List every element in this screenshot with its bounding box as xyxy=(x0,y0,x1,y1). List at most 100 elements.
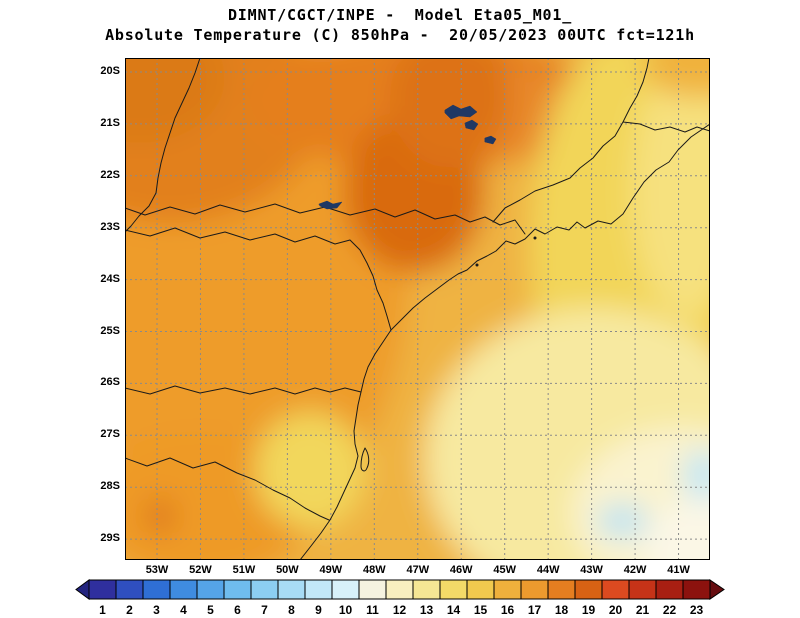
island-dot-1 xyxy=(533,236,537,240)
colorbar-segment-3 xyxy=(142,579,171,600)
temp-region-10c xyxy=(596,504,648,538)
colorbar-segment-9 xyxy=(304,579,333,600)
colorbar-value-1: 1 xyxy=(99,603,106,617)
parana-river xyxy=(125,58,201,233)
colorbar-segment-17 xyxy=(520,579,549,600)
lon-label-49W: 49W xyxy=(319,564,343,576)
colorbar-segment-19 xyxy=(574,579,603,600)
colorbar: 1 2 3 4 5 6 7 8 9 10 11 12 13 14 15 16 17 18 19 20 21 22 23 xyxy=(75,579,725,617)
lat-label-20S: 20S xyxy=(100,65,120,77)
reservoir-furnas xyxy=(444,104,478,120)
colorbar-value-9: 9 xyxy=(315,603,322,617)
temp-region-18c xyxy=(147,498,173,534)
colorbar-segment-10 xyxy=(331,579,360,600)
reservoir-small-1 xyxy=(464,119,479,131)
colorbar-segment-4 xyxy=(169,579,198,600)
map-frame xyxy=(125,58,710,560)
colorbar-segment-21 xyxy=(628,579,657,600)
colorbar-value-14: 14 xyxy=(447,603,461,617)
colorbar-segment-14 xyxy=(439,579,468,600)
lat-label-24S: 24S xyxy=(100,272,120,285)
colorbar-value-17: 17 xyxy=(528,603,542,617)
colorbar-segment-1 xyxy=(88,579,117,600)
lon-label-51W: 51W xyxy=(232,564,256,576)
colorbar-value-16: 16 xyxy=(501,603,515,617)
colorbar-value-6: 6 xyxy=(234,603,241,617)
temperature-field xyxy=(125,58,710,560)
coastline xyxy=(299,123,710,560)
temperature-map xyxy=(125,58,710,560)
colorbar-segment-13 xyxy=(412,579,441,600)
colorbar-arrow-left xyxy=(75,579,90,600)
lon-label-48W: 48W xyxy=(362,564,386,576)
state-border-mg-rj-es xyxy=(492,58,710,223)
colorbar-segment-20 xyxy=(601,579,630,600)
colorbar-value-19: 19 xyxy=(582,603,596,617)
colorbar-value-3: 3 xyxy=(153,603,160,617)
colorbar-segment-18 xyxy=(547,579,576,600)
colorbar-segment-2 xyxy=(115,579,144,600)
colorbar-value-7: 7 xyxy=(261,603,268,617)
lon-label-47W: 47W xyxy=(406,564,430,576)
state-border-sc-rs xyxy=(125,457,330,521)
colorbar-value-5: 5 xyxy=(207,603,214,617)
colorbar-segment-23 xyxy=(682,579,711,600)
lat-label-25S: 25S xyxy=(100,324,120,337)
colorbar-value-15: 15 xyxy=(474,603,488,617)
temp-region-10c xyxy=(683,449,710,501)
colorbar-segment-7 xyxy=(250,579,279,600)
colorbar-value-13: 13 xyxy=(420,603,434,617)
lon-label-43W: 43W xyxy=(580,564,603,576)
lon-label-45W: 45W xyxy=(493,564,516,576)
lon-label-44W: 44W xyxy=(536,564,560,576)
reservoir-tiete xyxy=(318,200,343,210)
colorbar-value-23: 23 xyxy=(690,603,704,617)
lon-label-46W: 46W xyxy=(449,564,473,576)
colorbar-segment-15 xyxy=(466,579,495,600)
colorbar-value-11: 11 xyxy=(366,603,379,617)
colorbar-value-2: 2 xyxy=(126,603,133,617)
temp-region-15c xyxy=(255,412,365,528)
colorbar-segment-22 xyxy=(655,579,684,600)
colorbar-value-21: 21 xyxy=(636,603,650,617)
colorbar-value-20: 20 xyxy=(609,603,623,617)
colorbar-value-12: 12 xyxy=(393,603,407,617)
lon-label-50W: 50W xyxy=(276,564,299,576)
figure-title-line1: DIMNT/CGCT/INPE - Model Eta05_M01_ xyxy=(227,6,573,24)
lat-label-22S: 22S xyxy=(100,168,120,181)
figure-title-line2: Absolute Temperature (C) 850hPa - 20/05/… xyxy=(105,26,695,44)
island-florianopolis xyxy=(360,447,370,472)
colorbar-value-18: 18 xyxy=(555,603,569,617)
reservoir-small-2 xyxy=(484,135,497,145)
colorbar-segment-16 xyxy=(493,579,522,600)
colorbar-segment-5 xyxy=(196,579,225,600)
state-border-sp-north xyxy=(125,203,526,235)
lon-label-52W: 52W xyxy=(189,564,212,576)
graticule xyxy=(125,58,710,560)
island-dot-2 xyxy=(475,263,479,267)
geographic-borders xyxy=(125,58,710,560)
colorbar-arrow-right xyxy=(709,579,725,600)
colorbar-segment-8 xyxy=(277,579,306,600)
lat-label-29S: 29S xyxy=(100,532,120,545)
lon-label-42W: 42W xyxy=(623,564,647,576)
temp-region-11c xyxy=(643,495,710,560)
lat-label-26S: 26S xyxy=(100,376,120,389)
colorbar-segment-6 xyxy=(223,579,252,600)
lat-label-21S: 21S xyxy=(100,116,120,129)
temp-region-14c xyxy=(632,58,710,318)
lat-label-27S: 27S xyxy=(100,428,120,441)
state-border-pr-sc xyxy=(125,385,362,395)
state-border-sp-pr xyxy=(125,227,392,331)
lat-label-23S: 23S xyxy=(100,220,120,233)
lon-label-41W: 41W xyxy=(667,564,690,576)
colorbar-segment-12 xyxy=(385,579,414,600)
colorbar-segment-11 xyxy=(358,579,387,600)
colorbar-value-10: 10 xyxy=(339,603,353,617)
colorbar-value-8: 8 xyxy=(288,603,295,617)
colorbar-value-22: 22 xyxy=(663,603,677,617)
lon-label-53W: 53W xyxy=(145,564,169,576)
temp-region-16c xyxy=(642,58,710,98)
colorbar-value-4: 4 xyxy=(180,603,187,617)
